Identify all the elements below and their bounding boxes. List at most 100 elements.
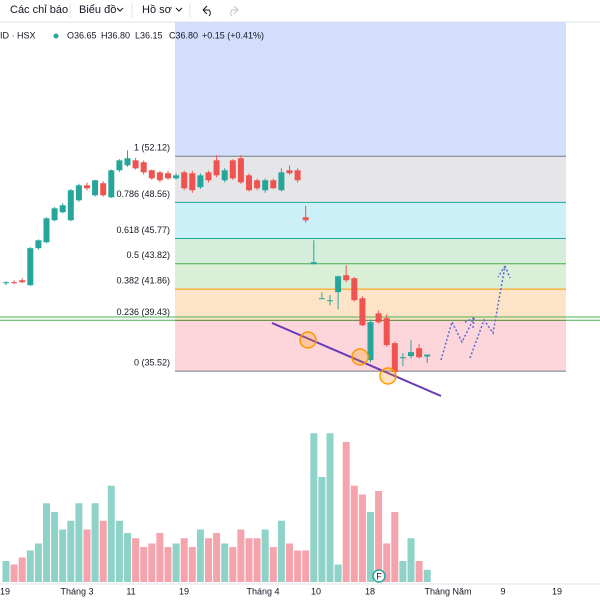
symbol: ID · HSX bbox=[0, 30, 36, 40]
event-marker bbox=[372, 569, 386, 583]
x-tick-label: Tháng 4 bbox=[246, 586, 279, 596]
candle-body bbox=[156, 172, 163, 181]
volume-bar bbox=[253, 538, 261, 582]
fib-band bbox=[175, 289, 566, 321]
candle-body bbox=[51, 208, 58, 221]
volume-bar bbox=[277, 520, 285, 582]
candle-body bbox=[310, 262, 317, 265]
volume-bar bbox=[67, 520, 75, 582]
redo-button[interactable] bbox=[230, 5, 239, 17]
volume-bar bbox=[205, 538, 212, 582]
fib-band bbox=[175, 22, 566, 157]
x-tick-label: 19 bbox=[179, 586, 189, 596]
toolbar bbox=[0, 0, 600, 22]
volume-bar bbox=[26, 550, 34, 582]
fib-level-label: 0.5 (43.82) bbox=[126, 250, 170, 260]
volume-bar bbox=[51, 511, 59, 582]
volume-bar bbox=[164, 546, 172, 582]
volume-bar bbox=[229, 546, 237, 582]
pivot-marker bbox=[351, 348, 369, 366]
candle-body bbox=[181, 172, 188, 189]
chart-menu[interactable]: Biểu đồ bbox=[79, 4, 116, 16]
volume-bar bbox=[294, 550, 302, 582]
candle-body bbox=[148, 170, 155, 179]
volume-bar bbox=[196, 529, 204, 582]
candle-body bbox=[302, 217, 309, 221]
candle-body bbox=[286, 170, 293, 174]
candle-body bbox=[391, 343, 398, 373]
volume-bar bbox=[302, 550, 310, 582]
volume-bar bbox=[310, 433, 318, 582]
volume-bar bbox=[10, 564, 18, 582]
volume-bar bbox=[18, 557, 26, 582]
candle-body bbox=[416, 348, 423, 358]
x-tick-label: 18 bbox=[365, 586, 375, 596]
volume-bar bbox=[237, 529, 245, 582]
candle-body bbox=[343, 275, 350, 281]
volume-bar bbox=[59, 529, 67, 582]
fib-band bbox=[175, 202, 566, 239]
candle-body bbox=[43, 218, 50, 243]
candle-body bbox=[327, 300, 333, 302]
volume-bar bbox=[375, 490, 383, 582]
candle-body bbox=[84, 185, 90, 189]
candle-body bbox=[262, 180, 269, 191]
candle-body bbox=[375, 313, 382, 323]
trend-line bbox=[271, 322, 442, 397]
candle-body bbox=[399, 357, 406, 359]
candle-body bbox=[318, 298, 325, 300]
candle-body bbox=[11, 282, 18, 284]
profile-menu[interactable]: Hồ sơ bbox=[142, 4, 172, 16]
status-dot bbox=[53, 33, 59, 39]
volume-bar bbox=[83, 529, 91, 582]
candle-body bbox=[367, 322, 374, 361]
candle-body bbox=[132, 160, 139, 169]
volume-bar bbox=[350, 485, 358, 582]
volume-bar bbox=[75, 503, 83, 582]
volume-bar bbox=[107, 485, 115, 582]
volume-bar bbox=[415, 560, 423, 582]
candle-body bbox=[424, 354, 431, 357]
fib-level-label: 0 (35.52) bbox=[134, 357, 170, 367]
candle-body bbox=[59, 205, 66, 213]
x-tick-label: 9 bbox=[500, 586, 505, 596]
chevron bbox=[116, 7, 124, 12]
x-tick-label: 11 bbox=[126, 586, 135, 596]
volume-bar bbox=[383, 543, 391, 582]
volume-bar bbox=[326, 433, 334, 582]
candle-body bbox=[75, 185, 82, 201]
fib-level-label: 1 (52.12) bbox=[134, 143, 170, 153]
chevron bbox=[175, 7, 183, 12]
volume-bar bbox=[172, 543, 180, 582]
candle-body bbox=[100, 183, 107, 196]
volume-bar bbox=[342, 441, 350, 582]
x-tick-label: 19 bbox=[552, 586, 562, 596]
fib-level-label: 0.618 (45.77) bbox=[116, 225, 170, 235]
candle-body bbox=[108, 170, 115, 198]
open-value: O36.65 bbox=[67, 30, 97, 40]
candle-body bbox=[35, 240, 42, 249]
candle-body bbox=[383, 318, 390, 346]
volume-bar bbox=[2, 560, 10, 582]
fib-level-label: 0.236 (39.43) bbox=[116, 307, 170, 317]
candle-body bbox=[246, 175, 252, 191]
volume-bar bbox=[391, 511, 399, 582]
volume-bar bbox=[34, 543, 42, 582]
candle-body bbox=[408, 352, 414, 357]
indicators-button[interactable]: Các chỉ báo bbox=[10, 4, 68, 16]
volume-bar bbox=[132, 538, 140, 582]
volume-bar bbox=[140, 546, 148, 582]
volume-bar bbox=[115, 520, 123, 582]
candle-body bbox=[165, 173, 171, 179]
candle-body bbox=[67, 190, 74, 221]
candle-body bbox=[221, 170, 228, 181]
plot-area: 1 (52.12) 0.786 (48.56) 0.618 (45.77) 0.5 (… bbox=[0, 22, 600, 596]
x-tick-label: Tháng 3 bbox=[60, 586, 93, 596]
pivot-marker bbox=[299, 331, 317, 349]
candle-body bbox=[116, 160, 123, 171]
ohlc-legend: ID · HSX O36.65 H36.80 L36.15 C36.80 +0.… bbox=[0, 30, 264, 40]
undo-button[interactable] bbox=[202, 5, 211, 17]
candle-body bbox=[189, 173, 196, 191]
